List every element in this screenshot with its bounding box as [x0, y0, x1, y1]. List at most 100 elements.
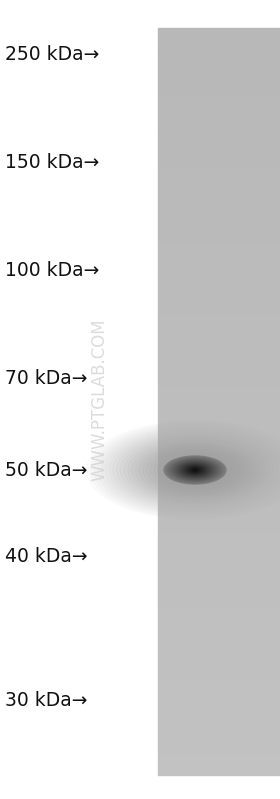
Ellipse shape — [165, 456, 225, 483]
Bar — [158, 227, 280, 229]
Bar — [158, 312, 280, 314]
Bar — [158, 387, 280, 389]
Bar — [158, 596, 280, 598]
Bar — [158, 117, 280, 120]
Bar — [158, 753, 280, 755]
Ellipse shape — [186, 466, 204, 474]
Ellipse shape — [124, 438, 266, 502]
Bar — [158, 349, 280, 352]
Bar — [158, 690, 280, 693]
Bar — [158, 48, 280, 50]
Bar — [158, 673, 280, 675]
Ellipse shape — [185, 466, 205, 475]
Bar — [158, 142, 280, 145]
Bar — [158, 304, 280, 307]
Bar — [158, 590, 280, 593]
Ellipse shape — [154, 451, 236, 488]
Bar — [158, 320, 280, 322]
Bar — [158, 369, 280, 372]
Bar — [158, 494, 280, 496]
Bar — [158, 309, 280, 312]
Bar — [158, 730, 280, 733]
Bar — [158, 760, 280, 762]
Bar — [158, 267, 280, 269]
Ellipse shape — [166, 457, 224, 483]
Bar — [158, 713, 280, 715]
Bar — [158, 706, 280, 708]
Bar — [158, 130, 280, 133]
Ellipse shape — [181, 463, 209, 476]
Bar — [158, 404, 280, 407]
Bar — [158, 364, 280, 367]
Bar — [158, 548, 280, 551]
Bar — [158, 675, 280, 678]
Bar — [158, 407, 280, 409]
Bar — [158, 519, 280, 521]
Bar — [158, 262, 280, 264]
Bar — [158, 46, 280, 48]
Bar — [158, 543, 280, 546]
Bar — [158, 454, 280, 456]
Bar — [158, 237, 280, 240]
Bar — [158, 471, 280, 474]
Bar — [158, 421, 280, 424]
Bar — [158, 593, 280, 596]
Bar — [158, 436, 280, 439]
Bar — [158, 688, 280, 690]
Bar — [158, 638, 280, 641]
Bar — [158, 165, 280, 168]
Ellipse shape — [178, 463, 212, 478]
Bar — [158, 414, 280, 416]
Bar — [158, 33, 280, 35]
Bar — [158, 300, 280, 302]
Bar — [158, 606, 280, 608]
Bar — [158, 648, 280, 650]
Bar — [158, 539, 280, 541]
Bar — [158, 185, 280, 187]
Bar — [158, 97, 280, 100]
Ellipse shape — [135, 443, 255, 497]
Bar — [158, 658, 280, 661]
Bar — [158, 653, 280, 655]
Bar — [158, 635, 280, 638]
Bar — [158, 449, 280, 451]
Text: 150 kDa→: 150 kDa→ — [5, 153, 99, 173]
Bar — [158, 578, 280, 581]
Ellipse shape — [128, 439, 262, 500]
Bar — [158, 372, 280, 374]
Ellipse shape — [146, 448, 243, 492]
Bar — [158, 666, 280, 668]
Bar — [158, 603, 280, 606]
Bar — [158, 661, 280, 663]
Bar — [158, 110, 280, 113]
Bar — [158, 202, 280, 205]
Bar — [158, 190, 280, 193]
Bar — [158, 610, 280, 613]
Bar — [158, 503, 280, 506]
Bar — [158, 50, 280, 53]
Bar — [158, 392, 280, 394]
Bar — [158, 95, 280, 97]
Bar — [158, 613, 280, 616]
Bar — [158, 770, 280, 773]
Bar — [158, 113, 280, 115]
Bar — [158, 382, 280, 384]
Bar — [158, 68, 280, 70]
Ellipse shape — [139, 445, 251, 495]
Bar — [158, 43, 280, 46]
Bar — [158, 646, 280, 648]
Bar — [158, 681, 280, 683]
Bar — [158, 70, 280, 73]
Bar — [158, 334, 280, 336]
Bar — [158, 327, 280, 329]
Bar — [158, 145, 280, 148]
Bar — [158, 695, 280, 698]
Bar — [158, 536, 280, 539]
Bar — [158, 354, 280, 356]
Bar — [158, 431, 280, 434]
Bar — [158, 389, 280, 392]
Bar — [158, 233, 280, 235]
Bar — [158, 207, 280, 210]
Bar — [158, 78, 280, 80]
Bar — [158, 496, 280, 499]
